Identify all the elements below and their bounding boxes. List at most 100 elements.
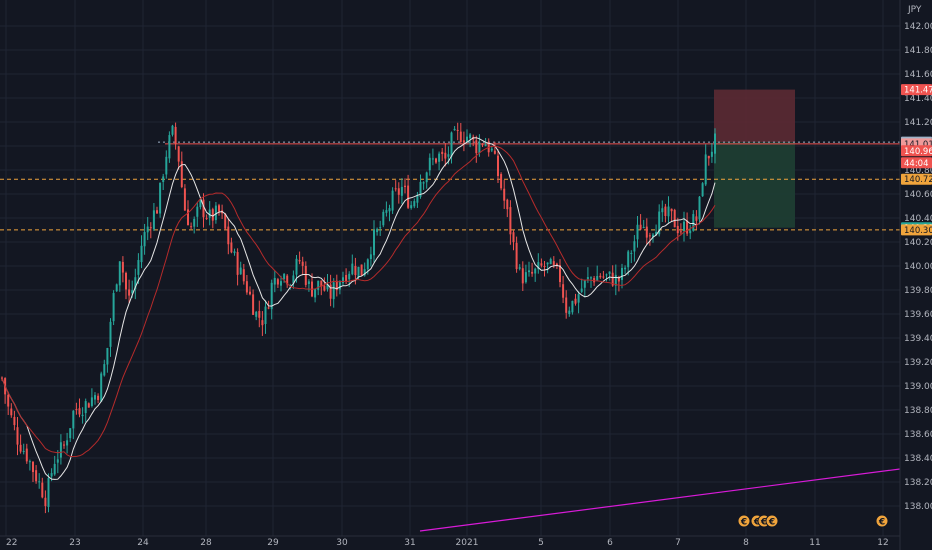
candle-body <box>611 272 614 286</box>
candlesticks <box>1 122 716 514</box>
candle-body <box>345 275 348 282</box>
candle-body <box>537 262 540 270</box>
candle-body <box>382 211 385 226</box>
candle-body <box>335 280 338 291</box>
candle-body <box>342 277 344 284</box>
candle-body <box>329 284 332 299</box>
candle-body <box>679 231 682 233</box>
candle-body <box>47 478 50 507</box>
y-tick-label: 142.000 <box>904 22 932 32</box>
x-tick-label: 12 <box>877 538 888 548</box>
candle-body <box>289 284 292 286</box>
candle-body <box>462 140 465 143</box>
candle-body <box>97 395 100 400</box>
candle-body <box>617 276 620 282</box>
y-tick-label: 138.200 <box>904 478 932 488</box>
candle-body <box>69 428 72 439</box>
event-badge-a[interactable]: € <box>737 514 751 528</box>
ma-slow-line <box>1 145 716 458</box>
candle-body <box>230 242 233 253</box>
candle-body <box>320 280 323 287</box>
candle-body <box>478 142 481 153</box>
candle-body <box>652 234 654 238</box>
position-zones[interactable] <box>714 89 795 228</box>
svg-text:141.018: 141.018 <box>904 140 932 150</box>
candle-body <box>125 272 127 290</box>
candle-body <box>224 213 227 229</box>
candle-body <box>416 194 419 203</box>
ma-fast-line <box>1 137 716 480</box>
y-tick-label: 139.400 <box>904 334 932 344</box>
candle-body <box>357 266 360 278</box>
candle-body <box>280 281 282 286</box>
x-tick-label: 6 <box>607 538 613 548</box>
candle-body <box>481 144 484 146</box>
y-tick-label: 140.000 <box>904 262 932 272</box>
trendline-layer[interactable] <box>419 468 901 532</box>
candle-body <box>273 277 276 285</box>
candle-body <box>639 224 642 230</box>
candle-body <box>407 185 410 208</box>
price-tags: 141.470141.032141.018140.96044:04140.723… <box>901 84 932 236</box>
candle-body <box>233 251 236 254</box>
candle-body <box>38 481 41 483</box>
candle-body <box>562 284 565 298</box>
candle-body <box>648 235 651 237</box>
currency-label: JPY <box>907 5 922 15</box>
trendline[interactable] <box>419 468 901 532</box>
candle-body <box>453 128 456 131</box>
candle-body <box>103 364 106 376</box>
candle-body <box>714 133 716 154</box>
candle-body <box>540 263 543 266</box>
candle-body <box>686 220 689 234</box>
candle-body <box>53 463 56 475</box>
candle-body <box>90 397 93 406</box>
x-tick-label: 23 <box>69 538 80 548</box>
candle-body <box>518 267 521 269</box>
candle-body <box>35 470 38 482</box>
risk-zone[interactable] <box>714 89 795 143</box>
bid-tag: 140.960 <box>901 145 932 157</box>
candle-body <box>187 209 189 226</box>
candle-body <box>549 258 552 265</box>
candle-body <box>475 140 478 154</box>
candle-body <box>258 311 261 318</box>
y-tick-label: 141.200 <box>904 118 932 128</box>
candle-body <box>109 321 112 347</box>
svg-text:€: € <box>753 518 760 528</box>
candle-body <box>701 183 704 197</box>
candle-body <box>208 209 211 218</box>
candle-body <box>493 150 496 154</box>
candle-body <box>264 306 267 324</box>
price-axis-panel[interactable] <box>900 0 932 550</box>
candle-body <box>363 269 366 276</box>
candle-body <box>404 185 406 187</box>
event-badge-d[interactable]: € <box>765 514 779 528</box>
svg-text:€: € <box>768 518 775 528</box>
candle-body <box>121 261 124 273</box>
candle-body <box>202 199 205 218</box>
x-tick-label: 22 <box>6 538 17 548</box>
candle-body <box>630 253 633 255</box>
candle-body <box>385 210 388 213</box>
svg-text:€: € <box>878 518 885 528</box>
candle-body <box>676 225 679 234</box>
candle-body <box>447 154 450 157</box>
candle-body <box>118 261 121 286</box>
candle-body <box>7 394 10 407</box>
candle-body <box>428 157 431 171</box>
reward-zone[interactable] <box>714 142 795 228</box>
candle-body <box>326 284 329 290</box>
candle-body <box>13 416 16 426</box>
candle-body <box>351 263 354 275</box>
economic-events[interactable]: € € € € € <box>737 514 889 528</box>
candle-body <box>521 268 524 284</box>
svg-text:€: € <box>760 518 767 528</box>
candle-body <box>571 300 574 313</box>
candle-body <box>183 188 186 211</box>
candle-body <box>605 274 608 276</box>
candle-body <box>484 144 487 147</box>
event-badge-e[interactable]: € <box>875 514 889 528</box>
